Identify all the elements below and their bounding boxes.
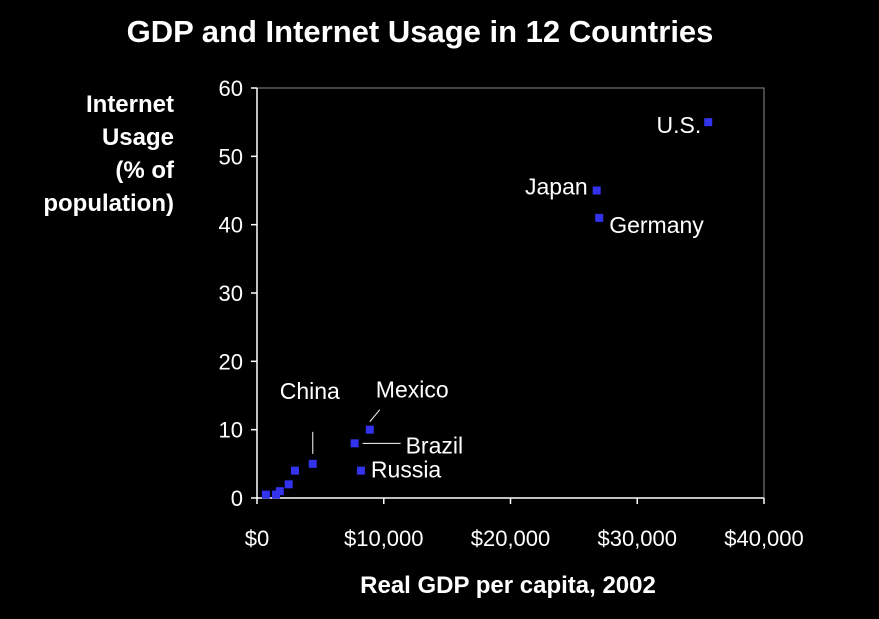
point-label: Russia [371,457,442,483]
x-tick-label: $30,000 [597,526,677,551]
x-axis-title: Real GDP per capita, 2002 [360,572,656,599]
data-point [365,425,374,434]
data-point [284,480,293,489]
data-point [308,459,317,468]
data-point [261,490,270,499]
point-label: Germany [609,212,704,238]
data-point [275,487,284,496]
y-tick-label: 20 [219,349,243,374]
data-point [356,466,365,475]
data-points [261,118,713,499]
y-axis-title-line: Internet [85,91,174,118]
plot-frame [256,87,765,499]
y-axis-title-line: population) [43,190,174,217]
data-point [595,213,604,222]
chart-title: GDP and Internet Usage in 12 Countries [126,14,714,49]
y-axis-title-line: (% of [115,157,174,184]
x-tick-label: $40,000 [724,526,804,551]
y-axis-title-line: Usage [101,124,174,151]
point-label: Mexico [376,377,449,403]
y-tick-label: 10 [219,418,243,443]
label-leader-lines [312,409,401,454]
data-point [704,118,713,127]
x-tick-label: $0 [245,526,269,551]
tick-labels: 0 10 20 30 40 50 60 $0 $10,000 $20,000 $30,000 $40,… [219,76,804,551]
axes [251,87,765,504]
leader-line [369,409,381,422]
y-tick-label: 30 [219,281,243,306]
point-label: China [280,378,340,404]
point-label: U.S. [656,112,701,138]
data-point [592,186,601,195]
y-axis-title: Internet Usage (% of population) [10,88,174,220]
x-tick-label: $20,000 [471,526,551,551]
y-tick-label: 40 [219,213,243,238]
data-point [350,439,359,448]
point-label: Japan [525,174,588,200]
y-tick-label: 0 [231,486,243,511]
data-point [291,466,300,475]
y-tick-label: 50 [219,144,243,169]
point-label: Brazil [406,432,464,458]
x-tick-label: $10,000 [344,526,424,551]
y-tick-label: 60 [219,76,243,101]
